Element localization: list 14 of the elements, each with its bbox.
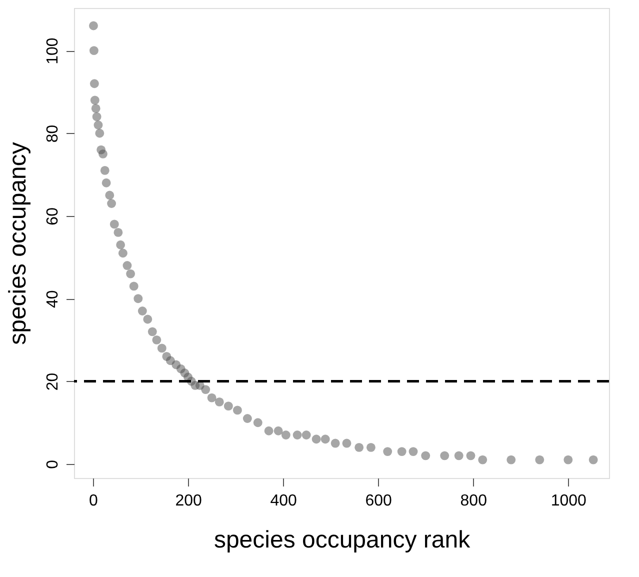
y-tick-label: 100 xyxy=(44,38,62,64)
y-tick-label: 20 xyxy=(44,372,62,391)
x-tick-label: 400 xyxy=(270,492,298,510)
x-tick-label: 1000 xyxy=(550,492,587,510)
y-tick-label: 80 xyxy=(44,124,62,143)
y-tick-label: 60 xyxy=(44,207,62,226)
x-tick-label: 200 xyxy=(175,492,202,510)
x-tick-label: 0 xyxy=(89,492,98,510)
y-tick-label: 0 xyxy=(44,460,62,469)
x-tick-label: 600 xyxy=(365,492,392,510)
x-tick-label: 800 xyxy=(460,492,488,510)
y-axis-title: species occupancy xyxy=(4,142,32,345)
y-tick-label: 40 xyxy=(44,290,62,308)
x-axis-title: species occupancy rank xyxy=(214,526,472,554)
